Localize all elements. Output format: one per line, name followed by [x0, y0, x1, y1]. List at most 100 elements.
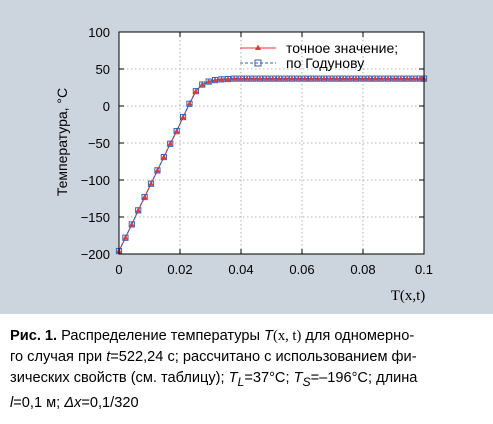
- series-2-point: [282, 75, 289, 82]
- series-1-point: [340, 75, 346, 81]
- caption-text-2b: =522,24 с; рассчитано с использованием ф…: [110, 349, 417, 365]
- series-2-point: [410, 75, 417, 82]
- caption-text-3a: зических свойств (см. таблицу);: [10, 370, 229, 386]
- series-1-point: [186, 100, 193, 106]
- series-1-point: [199, 81, 205, 87]
- caption-ts-symbol: T: [293, 370, 303, 386]
- series-1-point: [282, 75, 289, 81]
- x-tick-label: 0.04: [228, 262, 253, 277]
- series-1-point: [327, 75, 334, 81]
- series-1-point: [218, 76, 225, 82]
- caption-dx-var: Δx: [64, 394, 82, 411]
- series-1-point: [212, 77, 218, 83]
- legend-label-1: точное значение;: [286, 40, 398, 56]
- series-1-point: [276, 75, 282, 81]
- series-2-point: [186, 100, 193, 107]
- series-2-point: [359, 75, 366, 82]
- caption-tl-sub: L: [237, 374, 245, 389]
- series-1-point: [173, 128, 180, 134]
- series-2-point: [404, 75, 411, 82]
- series-2-point: [154, 167, 161, 174]
- chart: 0 0.02 0.04 0.06 0.08 0.1 100 50 0 −50 −100 −150 −20…: [54, 25, 433, 304]
- series-2-point: [352, 75, 360, 82]
- series-1-point: [334, 75, 340, 81]
- series-1-point: [244, 75, 250, 81]
- series-2-point: [244, 75, 251, 82]
- series-1-point: [378, 75, 385, 81]
- series-1-point: [314, 75, 321, 81]
- series-2-point: [378, 75, 385, 82]
- series-1-point: [263, 75, 270, 81]
- caption-ts-value: =–196°C; длина: [310, 370, 418, 386]
- series-1-point: [193, 88, 199, 94]
- series-1-point: [321, 75, 327, 81]
- y-tick-label: 50: [96, 62, 110, 77]
- series-2-point: [173, 128, 180, 135]
- series-1-point: [122, 234, 129, 240]
- series-1-point: [359, 75, 366, 81]
- series-1-point: [270, 75, 276, 81]
- series-2-point: [211, 77, 219, 84]
- series-1-point: [129, 221, 135, 227]
- y-tick-label: −150: [81, 210, 110, 225]
- series-2-point: [141, 193, 148, 201]
- x-tick-label: 0.08: [350, 262, 375, 277]
- series-2-point: [147, 180, 155, 187]
- caption-t-var: t: [106, 349, 111, 365]
- x-axis-label: T(x,t): [391, 288, 426, 304]
- caption-t-args: (x, t): [272, 328, 302, 344]
- series-1-point: [295, 75, 302, 81]
- y-tick-label: −100: [81, 173, 110, 188]
- figure-caption: Рис. 1. Распределение температуры T (x, t…: [10, 326, 486, 414]
- series-1-point: [205, 78, 212, 84]
- series-2-point: [263, 75, 270, 82]
- series-2-point: [250, 75, 257, 82]
- series-1-point: [180, 114, 186, 120]
- caption-tl-value: =37°C;: [244, 370, 294, 386]
- x-tick-label: 0.02: [167, 262, 192, 277]
- series-1-point: [372, 75, 378, 81]
- series-1-point: [148, 180, 154, 186]
- legend-marker-2: [254, 59, 262, 67]
- series-2-point: [384, 75, 392, 82]
- y-tick-label: −50: [88, 136, 110, 151]
- series-1-point: [167, 140, 173, 146]
- series-1-point: [257, 75, 263, 81]
- series-2-point: [320, 75, 328, 82]
- series-2-point: [237, 75, 244, 82]
- y-tick-label: −200: [81, 247, 110, 262]
- legend-label-2: по Годунову: [286, 55, 364, 71]
- series-2-point: [192, 88, 199, 95]
- series-2-point: [160, 153, 167, 161]
- caption-line-3: зических свойств (см. таблицу); TL=37°C;…: [10, 368, 486, 393]
- series-2-point: [205, 78, 212, 85]
- series-2-point: [372, 75, 379, 82]
- series-1-point: [302, 75, 308, 81]
- caption-line-2: го случая при t=522,24 с; рассчитано с и…: [10, 347, 486, 368]
- caption-tl-symbol: T: [228, 370, 238, 386]
- series-2-point: [333, 75, 340, 82]
- caption-text-1b: для одномерно-: [301, 328, 415, 344]
- series-1-point: [141, 194, 148, 200]
- legend-marker-1: [255, 44, 261, 50]
- series-2-point: [301, 75, 308, 82]
- caption-line-4: l=0,1 м; Δx=0,1/320: [10, 393, 486, 414]
- caption-label: Рис. 1.: [10, 328, 58, 344]
- series-2-point: [308, 75, 315, 82]
- caption-ts-sub: S: [302, 374, 311, 389]
- series-2-point: [135, 207, 142, 214]
- series-2-point: [365, 75, 372, 82]
- x-tick-label: 0.1: [415, 262, 433, 277]
- caption-text-1a: Распределение температуры: [57, 328, 265, 344]
- series-2-point: [199, 81, 206, 88]
- series-1-point: [250, 75, 257, 81]
- series-1-point: [161, 154, 167, 160]
- figure-panel: 0 0.02 0.04 0.06 0.08 0.1 100 50 0 −50 −100 −150 −20…: [0, 0, 493, 314]
- series-2-point: [224, 75, 231, 83]
- caption-line-1: Рис. 1. Распределение температуры T(x, t…: [10, 326, 486, 347]
- series-1-point: [391, 75, 398, 81]
- series-2-point: [288, 75, 296, 82]
- series-2-point: [269, 75, 276, 82]
- series-2-point: [179, 114, 187, 121]
- series-2-point: [218, 76, 225, 83]
